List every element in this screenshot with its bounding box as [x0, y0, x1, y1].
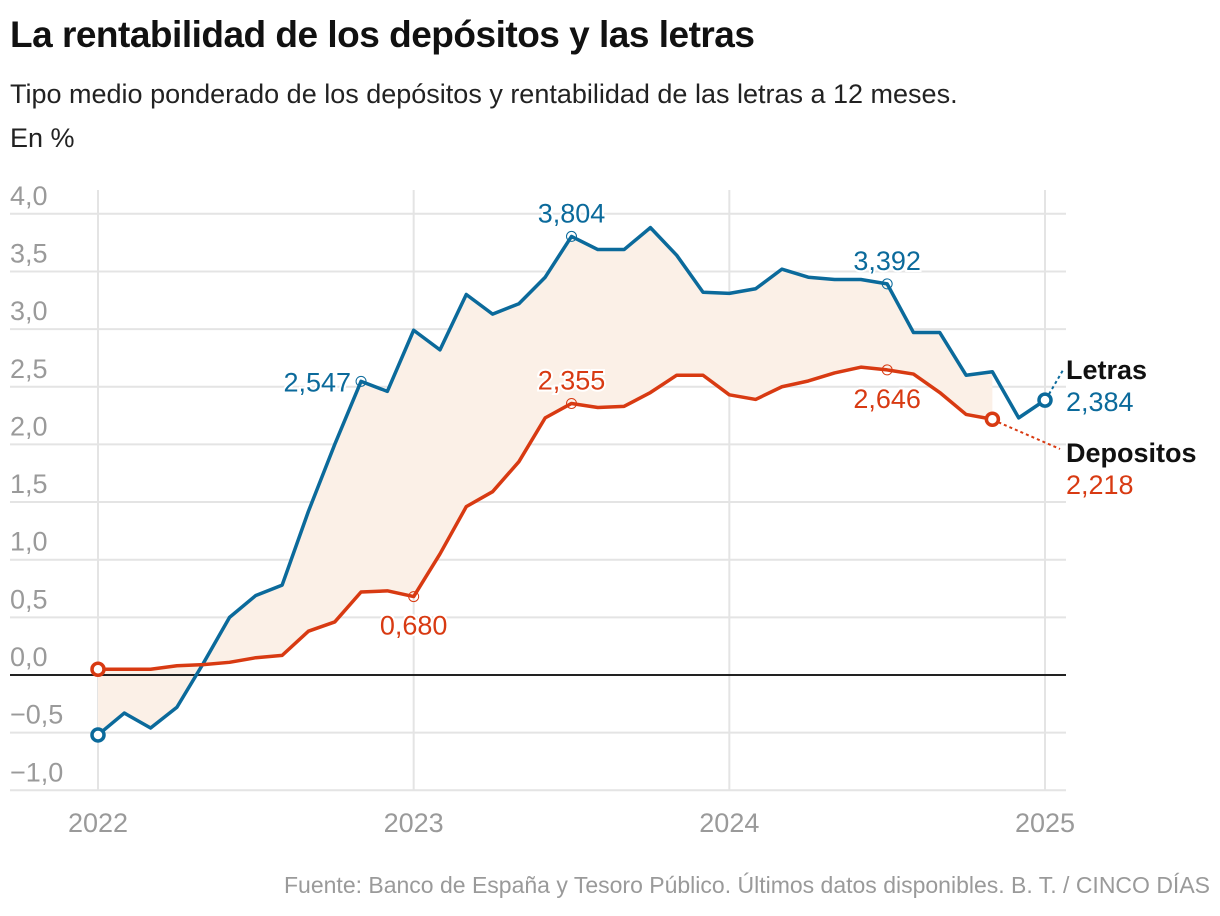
legend-value-letras: 2,384: [1066, 387, 1134, 417]
annotation-marker: [881, 364, 893, 376]
y-tick-label: 2,0: [10, 411, 48, 441]
chart-subtitle: Tipo medio ponderado de los depósitos y …: [10, 72, 1210, 160]
series-line-letras: [96, 225, 1046, 737]
data-label: 3,392: [853, 246, 921, 276]
endpoint-marker-depositos: [90, 661, 106, 677]
legend-name-letras: Letras: [1066, 355, 1147, 385]
spread-area: [98, 227, 993, 735]
x-tick-label: 2022: [68, 808, 128, 838]
y-tick-label: 3,5: [10, 238, 48, 268]
unit-label: En %: [10, 123, 75, 153]
annotation-marker: [355, 375, 367, 387]
data-label: 3,804: [538, 198, 606, 228]
y-tick-label: 1,5: [10, 469, 48, 499]
annotation-marker: [408, 591, 420, 603]
x-tick-label: 2024: [699, 808, 759, 838]
y-tick-label: 0,5: [10, 584, 48, 614]
x-axis: 2022 2023 2024 2025: [68, 808, 1075, 838]
series-line-depositos: [98, 365, 993, 671]
series-lines: [90, 225, 1053, 743]
annotation-marker: [566, 397, 577, 409]
chart-title: La rentabilidad de los depósitos y las l…: [10, 14, 755, 55]
legend-value-depositos: 2,218: [1066, 470, 1134, 500]
y-tick-label: −1,0: [10, 757, 63, 787]
endpoint-marker-letras: [1037, 392, 1053, 408]
data-label: 2,547: [283, 367, 351, 397]
y-axis: 4,0 3,5 3,0 2,5 2,0 1,5 1,0 0,5 0,0 −0,5 −1,0: [10, 181, 63, 787]
data-label: 2,355: [538, 365, 606, 395]
source-note: Fuente: Banco de España y Tesoro Público…: [284, 872, 1210, 898]
endpoint-marker-letras: [90, 727, 106, 743]
annotation-marker: [566, 230, 577, 242]
y-tick-label: 0,0: [10, 642, 48, 672]
data-label: 2,646: [853, 384, 921, 414]
y-tick-label: 1,0: [10, 527, 48, 557]
y-tick-label: 4,0: [10, 181, 48, 211]
x-tick-label: 2025: [1015, 808, 1075, 838]
y-tick-label: −0,5: [10, 700, 63, 730]
annotation-marker: [881, 278, 893, 290]
spread-fill: [98, 227, 993, 735]
leader-line-depositos: [997, 421, 1061, 450]
annotations: 2,547 3,804 3,392 0,680 2,355 2,646: [281, 196, 922, 642]
legend-name-depositos: Depositos: [1066, 438, 1197, 468]
data-label: 0,680: [380, 611, 448, 641]
endpoint-marker-depositos: [984, 411, 1001, 428]
leader-line-letras: [1048, 369, 1064, 395]
y-tick-label: 2,5: [10, 354, 48, 384]
subtitle-text: Tipo medio ponderado de los depósitos y …: [10, 79, 958, 109]
x-tick-label: 2023: [384, 808, 444, 838]
y-tick-label: 3,0: [10, 296, 48, 326]
